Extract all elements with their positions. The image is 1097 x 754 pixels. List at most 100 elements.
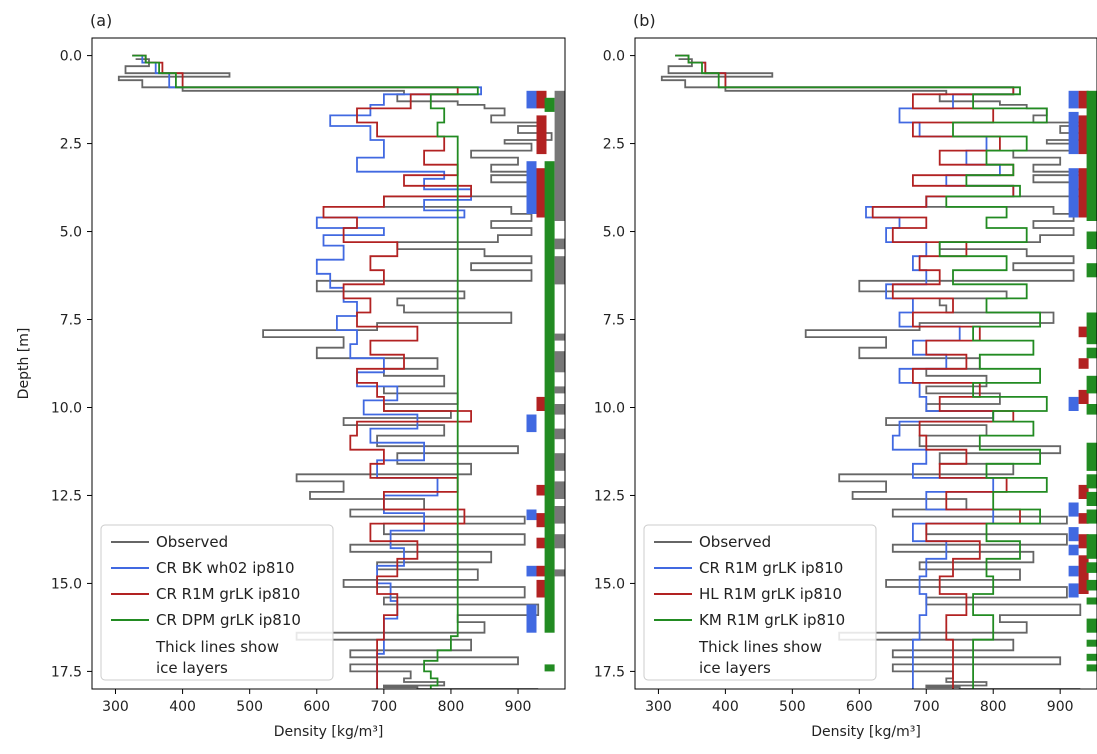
- ice-layer-bar: [1086, 231, 1097, 250]
- ice-layer-bar: [554, 428, 565, 440]
- x-tick-label: 700: [370, 699, 397, 715]
- panel-b: 300 400 500 600 700 800 900 0.0 2.5 5.0 7.5 10.0 12.…: [594, 11, 1097, 740]
- ice-layer-bar: [1078, 513, 1089, 524]
- ice-layer-bar: [1068, 111, 1079, 155]
- legend-label: CR DPM grLK ip810: [156, 611, 301, 629]
- ice-layer-bar: [554, 238, 565, 250]
- ice-layer-bar: [554, 386, 565, 394]
- y-tick-label: 10.0: [594, 400, 625, 416]
- y-tick-label: 17.5: [51, 664, 82, 680]
- x-axis-label: Density [kg/m³]: [274, 724, 384, 740]
- panel-label: (a): [90, 11, 112, 30]
- y-tick-label: 15.0: [594, 576, 625, 592]
- x-tick-label: 500: [236, 699, 263, 715]
- ice-layer-bar: [536, 579, 547, 598]
- ice-layer-bar: [536, 90, 547, 109]
- panel-a: 300 400 500 600 700 800 900 0.0 2.5 5.0 7.5 10.0 12.…: [16, 11, 566, 740]
- y-tick-label: 2.5: [60, 137, 82, 153]
- ice-layer-bar: [1068, 502, 1079, 517]
- ice-layer-bar: [536, 168, 547, 218]
- series-line-hl-r1m-grlk-ip810: [675, 54, 1021, 689]
- ice-layer-bar: [1068, 168, 1079, 218]
- ice-layer-bar: [1086, 491, 1097, 506]
- ice-layer-bar: [1086, 442, 1097, 471]
- ice-layer-bar: [1086, 534, 1097, 559]
- y-tick-label: 2.5: [603, 137, 625, 153]
- ice-layer-bar: [1068, 565, 1079, 577]
- legend-label: KM R1M grLK ip810: [699, 611, 845, 629]
- panel-label: (b): [633, 11, 656, 30]
- y-tick-label: 12.5: [594, 488, 625, 504]
- ice-layer-bar: [536, 565, 547, 577]
- ice-layer-bar: [544, 664, 555, 672]
- ice-layer-bar: [1068, 90, 1079, 109]
- legend-label: HL R1M grLK ip810: [699, 585, 842, 603]
- legend-label: Observed: [699, 533, 771, 551]
- ice-layer-bar: [1068, 544, 1079, 556]
- ice-layer-bar: [1078, 115, 1089, 155]
- y-tick-label: 0.0: [60, 49, 82, 65]
- ice-layer-bar: [554, 481, 565, 499]
- ice-layer-bar: [1086, 639, 1097, 647]
- ice-layer-bar: [554, 90, 565, 221]
- ice-layer-bar: [1068, 396, 1079, 411]
- y-tick-label: 5.0: [603, 225, 625, 241]
- ice-layer-bar: [1078, 358, 1089, 369]
- legend-note-line: Thick lines show: [155, 638, 279, 656]
- x-tick-label: 300: [645, 699, 672, 715]
- ice-layer-bar: [1086, 579, 1097, 591]
- legend: Observed CR R1M grLK ip810 HL R1M grLK ip8…: [643, 524, 877, 681]
- ice-layer-bar: [1086, 263, 1097, 278]
- ice-layer-bar: [1086, 375, 1097, 394]
- ice-layer-bar: [1078, 534, 1089, 549]
- ice-layer-bar: [1086, 347, 1097, 359]
- ice-layer-bar: [1068, 527, 1079, 542]
- x-axis-label: Density [kg/m³]: [811, 724, 921, 740]
- ice-layer-bar: [536, 513, 547, 528]
- ice-layer-bar: [526, 414, 537, 433]
- x-tick-label: 400: [169, 699, 196, 715]
- legend-label: CR R1M grLK ip810: [699, 559, 843, 577]
- legend-box: [643, 524, 877, 681]
- series-line-cr-dpm-grlk-ip810: [132, 54, 479, 689]
- ice-layer-bar: [526, 509, 537, 521]
- legend-label: CR BK wh02 ip810: [156, 559, 295, 577]
- ice-layer-bar: [1086, 312, 1097, 345]
- ice-layer-bar: [1086, 562, 1097, 573]
- x-tick-label: 300: [102, 699, 129, 715]
- ice-layer-bar: [536, 396, 547, 411]
- y-tick-label: 12.5: [51, 488, 82, 504]
- x-tick-label: 700: [913, 699, 940, 715]
- series-line-observed: [117, 58, 553, 689]
- y-tick-label: 0.0: [603, 49, 625, 65]
- ice-layer-bar: [554, 333, 565, 341]
- ice-layer-bar: [1086, 474, 1097, 489]
- y-tick-label: 7.5: [60, 313, 82, 329]
- ice-layer-bar: [1078, 90, 1089, 109]
- ice-layer-bar: [1086, 664, 1097, 672]
- legend-label: Observed: [156, 533, 228, 551]
- plot-area: [660, 54, 1097, 689]
- ice-layer-bar: [554, 569, 565, 577]
- series-line-cr-r1m-grlk-ip810: [132, 54, 472, 689]
- ice-layer-bar: [1078, 326, 1089, 338]
- ice-layer-bar: [536, 115, 547, 155]
- ice-layer-bar: [526, 565, 537, 577]
- plot-frame: [91, 37, 566, 690]
- legend-label: CR R1M grLK ip810: [156, 585, 300, 603]
- ice-layer-bar: [1086, 404, 1097, 415]
- ice-layer-bar: [536, 484, 547, 496]
- ice-layer-bar: [1078, 168, 1089, 218]
- x-tick-label: 500: [779, 699, 806, 715]
- y-tick-label: 17.5: [594, 664, 625, 680]
- legend: Observed CR BK wh02 ip810 CR R1M grLK ip81…: [100, 524, 334, 681]
- x-tick-label: 800: [980, 699, 1007, 715]
- ice-layer-bar: [536, 537, 547, 549]
- plot-area: [117, 54, 565, 689]
- ice-layer-bar: [1068, 583, 1079, 598]
- legend-note-line: ice layers: [699, 659, 771, 677]
- ice-layer-bar: [526, 90, 537, 109]
- ice-layer-bar: [1078, 484, 1089, 499]
- ice-layer-bar: [554, 404, 565, 415]
